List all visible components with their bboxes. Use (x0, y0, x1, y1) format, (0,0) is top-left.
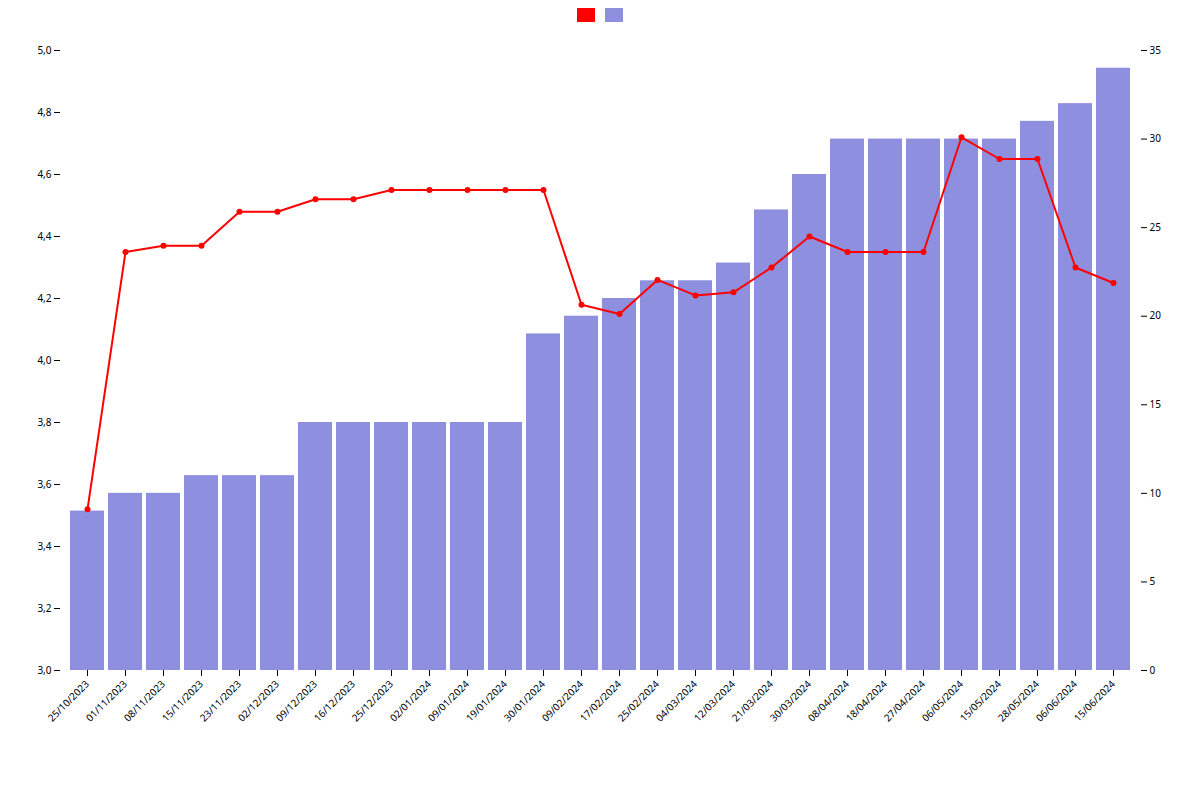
svg-text:3,0: 3,0 (37, 663, 51, 677)
svg-text:21/03/2024: 21/03/2024 (728, 676, 776, 725)
svg-text:4,0: 4,0 (37, 353, 51, 367)
svg-text:08/11/2023: 08/11/2023 (120, 676, 168, 725)
svg-text:5,0: 5,0 (37, 43, 51, 57)
svg-text:15: 15 (1150, 397, 1162, 411)
svg-text:09/02/2024: 09/02/2024 (538, 676, 586, 725)
svg-text:06/06/2024: 06/06/2024 (1032, 676, 1080, 725)
svg-text:01/11/2023: 01/11/2023 (82, 676, 130, 725)
svg-text:09/12/2023: 09/12/2023 (272, 676, 320, 725)
svg-text:4,6: 4,6 (37, 167, 51, 181)
svg-text:17/02/2024: 17/02/2024 (576, 676, 624, 725)
svg-text:27/04/2024: 27/04/2024 (880, 676, 928, 725)
svg-text:4,2: 4,2 (37, 291, 51, 305)
svg-text:09/01/2024: 09/01/2024 (424, 676, 472, 725)
svg-text:4,4: 4,4 (37, 229, 51, 243)
svg-text:25/02/2024: 25/02/2024 (614, 676, 662, 725)
svg-text:28/05/2024: 28/05/2024 (994, 676, 1042, 725)
svg-text:15/11/2023: 15/11/2023 (158, 676, 206, 725)
svg-text:35: 35 (1150, 43, 1162, 57)
svg-text:02/12/2023: 02/12/2023 (234, 676, 282, 725)
svg-text:23/11/2023: 23/11/2023 (196, 676, 244, 725)
svg-text:0: 0 (1150, 663, 1156, 677)
svg-text:30: 30 (1150, 131, 1162, 145)
svg-text:18/04/2024: 18/04/2024 (842, 676, 890, 725)
svg-text:5: 5 (1150, 574, 1156, 588)
svg-text:16/12/2023: 16/12/2023 (310, 676, 358, 725)
svg-text:20: 20 (1150, 308, 1162, 322)
svg-text:06/05/2024: 06/05/2024 (918, 676, 966, 725)
svg-text:3,8: 3,8 (37, 415, 51, 429)
svg-text:3,2: 3,2 (37, 601, 51, 615)
svg-text:02/01/2024: 02/01/2024 (386, 676, 434, 725)
svg-text:3,6: 3,6 (37, 477, 51, 491)
svg-text:30/01/2024: 30/01/2024 (500, 676, 548, 725)
svg-text:30/03/2024: 30/03/2024 (766, 676, 814, 725)
svg-text:4,8: 4,8 (37, 105, 51, 119)
svg-text:3,4: 3,4 (37, 539, 51, 553)
svg-text:15/05/2024: 15/05/2024 (956, 676, 1004, 725)
svg-text:04/03/2024: 04/03/2024 (652, 676, 700, 725)
svg-text:25: 25 (1150, 220, 1162, 234)
svg-text:19/01/2024: 19/01/2024 (462, 676, 510, 725)
svg-text:10: 10 (1150, 486, 1162, 500)
svg-text:25/10/2023: 25/10/2023 (44, 676, 92, 725)
svg-text:25/12/2023: 25/12/2023 (348, 676, 396, 725)
svg-text:15/06/2024: 15/06/2024 (1070, 677, 1118, 725)
svg-text:08/04/2024: 08/04/2024 (804, 676, 852, 725)
svg-text:12/03/2024: 12/03/2024 (690, 676, 738, 725)
